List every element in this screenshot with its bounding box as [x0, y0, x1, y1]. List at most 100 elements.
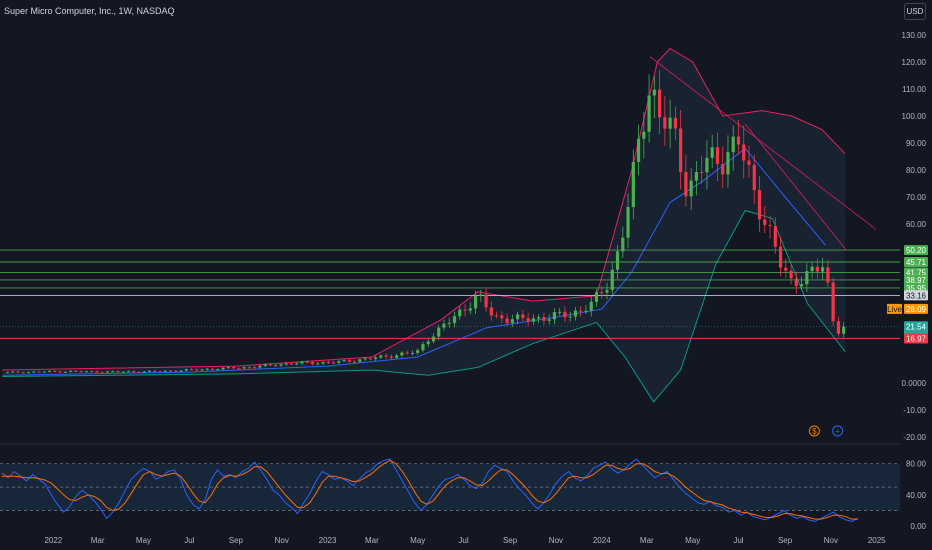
level-badge-text-0: 50.20	[906, 246, 927, 255]
candle-body	[516, 314, 520, 320]
candle-body	[789, 270, 793, 279]
candle-body	[799, 284, 804, 287]
candle-body	[368, 358, 372, 360]
candle-body	[74, 370, 78, 372]
candle-body	[705, 157, 709, 173]
candle-body	[679, 128, 683, 173]
candle-body	[821, 267, 825, 272]
candle-body	[452, 316, 457, 323]
candle-body	[226, 367, 230, 369]
level-badge-text-6: 28.09	[906, 305, 927, 314]
candle-body	[458, 309, 462, 317]
candle-body	[316, 363, 320, 365]
candle-body	[132, 371, 136, 373]
candle-body	[421, 344, 425, 351]
time-tick-label: Nov	[275, 536, 289, 545]
candle-body	[831, 282, 835, 322]
candle-body	[657, 89, 662, 118]
candle-body	[473, 295, 478, 309]
candle-body	[263, 364, 267, 366]
candle-body	[189, 369, 194, 371]
time-tick-label: Sep	[229, 536, 244, 545]
candle-body	[184, 369, 188, 371]
candle-body	[168, 370, 173, 372]
candle-body	[305, 361, 309, 363]
candle-body	[526, 318, 530, 322]
price-tick-label: -20.00	[903, 433, 926, 442]
candle-body	[547, 319, 551, 321]
candle-body	[794, 278, 798, 287]
candle-body	[32, 371, 36, 373]
candle-body	[310, 362, 315, 364]
candle-body	[484, 294, 488, 308]
candle-body	[326, 362, 330, 364]
time-tick-label: Nov	[549, 536, 563, 545]
candle-body	[647, 95, 651, 132]
candle-body	[805, 271, 809, 285]
candle-body	[274, 365, 278, 367]
candle-body	[636, 138, 641, 162]
candle-body	[163, 370, 167, 372]
candle-body	[689, 180, 693, 197]
candle-body	[684, 172, 688, 197]
trendline	[649, 56, 877, 230]
candle-body	[663, 117, 667, 129]
candle-body	[426, 341, 430, 345]
candle-body	[594, 292, 599, 302]
candle-body	[200, 369, 204, 371]
candle-body	[842, 326, 846, 334]
candle-body	[147, 370, 152, 372]
candle-body	[337, 361, 341, 363]
level-badge-6	[904, 303, 928, 314]
price-tick-label: 130.00	[902, 31, 927, 40]
candle-body	[479, 294, 483, 296]
time-tick-label: Mar	[91, 536, 105, 545]
candle-body	[153, 370, 157, 372]
candle-body	[221, 367, 225, 370]
candle-body	[631, 161, 635, 208]
price-tick-label: 80.00	[906, 166, 927, 175]
candle-body	[142, 371, 146, 373]
candle-body	[84, 371, 88, 373]
event-icon-symbol-1: +	[835, 427, 840, 436]
bollinger-band-fill	[2, 48, 846, 402]
candle-body	[63, 371, 67, 373]
event-icon-1	[832, 425, 844, 437]
candle-body	[563, 311, 567, 318]
candle-body	[111, 371, 115, 373]
candle-body	[232, 367, 236, 369]
candle-body	[826, 267, 830, 283]
candle-body	[710, 147, 714, 158]
candle-body	[668, 117, 672, 129]
candle-body	[363, 358, 367, 360]
price-tick-label: 60.00	[906, 220, 927, 229]
candle-body	[116, 371, 120, 373]
rsi-tick-label: 0.00	[910, 522, 926, 531]
candle-body	[742, 144, 746, 161]
candle-body	[295, 363, 299, 365]
time-tick-label: Jul	[458, 536, 468, 545]
rsi-tick-label: 40.00	[906, 491, 927, 500]
level-badge-0	[904, 245, 928, 256]
level-badge-1	[904, 257, 928, 268]
price-tick-label: 110.00	[902, 85, 926, 94]
currency-button[interactable]: USD	[904, 3, 926, 20]
level-badge-text-4: 35.95	[906, 284, 927, 293]
price-tick-label: 90.00	[906, 139, 927, 148]
price-tick-label: 70.00	[906, 193, 927, 202]
candle-body	[489, 307, 493, 316]
candle-body	[768, 224, 772, 226]
candle-body	[731, 136, 735, 153]
candle-body	[521, 314, 525, 319]
level-badge-text-5: 33.16	[906, 291, 927, 300]
event-icon-symbol-0: $	[812, 427, 817, 436]
candle-body	[558, 311, 562, 313]
candle-body	[463, 309, 467, 311]
candle-body	[389, 356, 394, 358]
time-tick-label: 2022	[44, 536, 62, 545]
level-badge-text-2: 41.75	[906, 269, 927, 278]
candle-body	[69, 370, 73, 372]
level-badge-8	[904, 333, 928, 344]
